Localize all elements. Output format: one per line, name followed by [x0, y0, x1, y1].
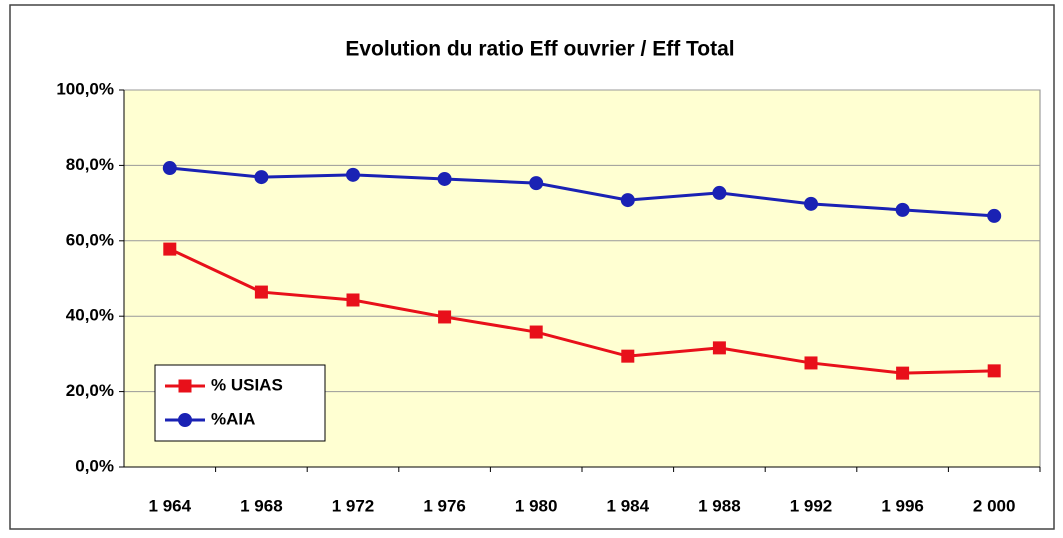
legend [154, 364, 326, 442]
x-tick-label: 2 000 [973, 496, 1016, 515]
y-tick-label: 0,0% [75, 456, 114, 475]
data-point [712, 185, 727, 200]
data-point [254, 170, 269, 185]
x-tick-label: 1 964 [149, 496, 192, 515]
x-tick-label: 1 984 [607, 496, 650, 515]
x-tick-label: 1 988 [698, 496, 741, 515]
data-point [254, 285, 268, 299]
x-tick-label: 1 976 [423, 496, 466, 515]
data-point [804, 196, 818, 211]
data-point [529, 325, 543, 339]
data-point [162, 161, 177, 176]
data-point [163, 242, 177, 256]
data-point [438, 310, 452, 324]
data-point [529, 176, 544, 191]
data-point [895, 202, 910, 217]
series-line [169, 166, 995, 218]
chart-title: Evolution du ratio Eff ouvrier / Eff Tot… [345, 38, 734, 61]
data-point [346, 167, 360, 182]
x-tick-label: 1 972 [332, 496, 375, 515]
data-point [621, 349, 635, 363]
y-tick-label: 60,0% [66, 230, 114, 249]
x-tick-label: 1 980 [515, 496, 558, 515]
data-point [804, 356, 818, 370]
legend-marker [178, 413, 192, 427]
data-point [987, 364, 1001, 378]
data-point [346, 293, 360, 307]
data-point [896, 366, 910, 380]
data-point [712, 341, 726, 355]
data-point [437, 171, 452, 186]
x-tick-label: 1 992 [790, 496, 833, 515]
data-point [987, 208, 1002, 223]
series-line [169, 247, 995, 375]
data-point [620, 193, 635, 208]
legend-marker [178, 379, 192, 393]
y-tick-label: 40,0% [66, 306, 114, 325]
x-tick-label: 1 968 [240, 496, 283, 515]
legend-label: %AIA [211, 409, 255, 428]
x-tick-label: 1 996 [881, 496, 924, 515]
y-tick-label: 20,0% [66, 381, 114, 400]
y-tick-label: 80,0% [66, 155, 114, 174]
legend-label: % USIAS [211, 375, 283, 394]
y-tick-label: 100,0% [56, 79, 114, 98]
